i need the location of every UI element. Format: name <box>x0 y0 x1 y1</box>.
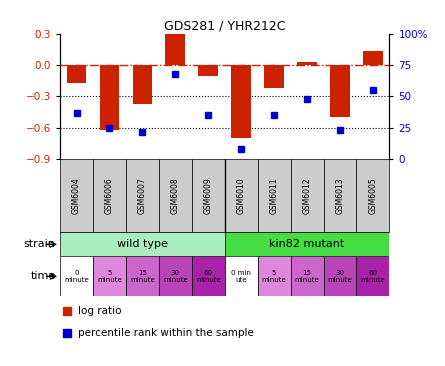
Bar <box>60 159 93 232</box>
Text: 15
minute: 15 minute <box>130 270 155 283</box>
Text: 0
minute: 0 minute <box>64 270 89 283</box>
Bar <box>60 256 93 296</box>
Text: 60
minute: 60 minute <box>196 270 221 283</box>
Bar <box>291 159 324 232</box>
Bar <box>297 62 317 65</box>
Bar <box>126 159 159 232</box>
Bar <box>126 256 159 296</box>
Text: 0 min
ute: 0 min ute <box>231 270 251 283</box>
Text: GSM6013: GSM6013 <box>336 178 344 214</box>
Bar <box>231 65 251 138</box>
Bar <box>159 159 192 232</box>
Text: GSM6006: GSM6006 <box>105 178 114 214</box>
Bar <box>258 159 291 232</box>
Text: strain: strain <box>24 239 56 249</box>
Text: GSM6011: GSM6011 <box>270 178 279 214</box>
Bar <box>159 256 192 296</box>
Bar <box>67 65 86 83</box>
Bar <box>166 34 185 65</box>
Bar <box>133 65 152 104</box>
Bar <box>225 232 389 256</box>
Bar <box>225 256 258 296</box>
Bar <box>356 159 389 232</box>
Text: log ratio: log ratio <box>78 306 121 316</box>
Bar <box>93 159 126 232</box>
Text: percentile rank within the sample: percentile rank within the sample <box>78 328 254 338</box>
Bar <box>356 256 389 296</box>
Bar <box>291 256 324 296</box>
Text: 30
minute: 30 minute <box>163 270 188 283</box>
Text: 30
minute: 30 minute <box>328 270 352 283</box>
Text: GSM6010: GSM6010 <box>237 178 246 214</box>
Bar <box>60 232 225 256</box>
Text: 5
minute: 5 minute <box>97 270 122 283</box>
Bar <box>324 256 356 296</box>
Bar <box>93 256 126 296</box>
Text: time: time <box>30 271 56 281</box>
Text: GSM6005: GSM6005 <box>368 178 377 214</box>
Bar <box>225 159 258 232</box>
Text: 60
minute: 60 minute <box>360 270 385 283</box>
Bar <box>363 52 383 65</box>
Bar <box>264 65 284 88</box>
Bar <box>192 159 225 232</box>
Bar <box>330 65 350 117</box>
Text: GSM6012: GSM6012 <box>303 178 312 214</box>
Text: GSM6009: GSM6009 <box>204 178 213 214</box>
Text: GSM6008: GSM6008 <box>171 178 180 214</box>
Bar <box>258 256 291 296</box>
Bar <box>324 159 356 232</box>
Bar <box>192 256 225 296</box>
Text: wild type: wild type <box>117 239 168 249</box>
Text: GSM6004: GSM6004 <box>72 178 81 214</box>
Text: kin82 mutant: kin82 mutant <box>269 239 345 249</box>
Text: GSM6007: GSM6007 <box>138 178 147 214</box>
Bar <box>100 65 119 130</box>
Text: 5
minute: 5 minute <box>262 270 287 283</box>
Title: GDS281 / YHR212C: GDS281 / YHR212C <box>164 19 286 33</box>
Bar <box>198 65 218 75</box>
Text: 15
minute: 15 minute <box>295 270 320 283</box>
